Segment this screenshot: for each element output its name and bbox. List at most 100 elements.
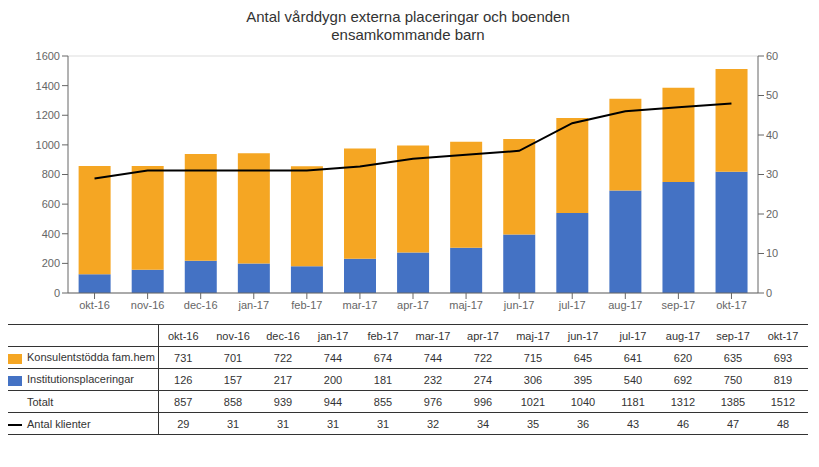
html-text:157: 157 bbox=[223, 373, 243, 386]
html-text:Konsulentstödda fam.hem: Konsulentstödda fam.hem bbox=[27, 351, 155, 364]
svg-text:30: 30 bbox=[766, 168, 778, 180]
svg-text:1000: 1000 bbox=[36, 139, 60, 151]
svg-text:jan-17: jan-17 bbox=[237, 299, 269, 311]
html-text:217: 217 bbox=[273, 373, 293, 386]
html-text:232: 232 bbox=[423, 373, 443, 386]
svg-text:jun-17: jun-17 bbox=[503, 299, 535, 311]
html-text:jan-17: jan-17 bbox=[317, 329, 349, 342]
svg-text:dec-16: dec-16 bbox=[184, 299, 218, 311]
html-text:okt-17: okt-17 bbox=[767, 329, 799, 342]
html-text:722: 722 bbox=[273, 351, 293, 364]
svg-text:maj-17: maj-17 bbox=[449, 299, 483, 311]
html-text:674: 674 bbox=[373, 351, 393, 364]
html-text:1040: 1040 bbox=[570, 395, 596, 408]
html-text:857: 857 bbox=[174, 395, 193, 408]
html-text:34: 34 bbox=[476, 417, 490, 430]
html-text:32: 32 bbox=[426, 417, 440, 430]
html-text:ensamkommande barn: ensamkommande barn bbox=[331, 26, 485, 43]
html-text:sep-17: sep-17 bbox=[716, 329, 750, 342]
svg-text:20: 20 bbox=[766, 208, 778, 220]
svg-text:feb-17: feb-17 bbox=[291, 299, 322, 311]
html-text:47: 47 bbox=[726, 417, 740, 430]
svg-text:okt-16: okt-16 bbox=[79, 299, 110, 311]
html-text:635: 635 bbox=[723, 351, 743, 364]
html-text:200: 200 bbox=[323, 373, 343, 386]
svg-text:50: 50 bbox=[766, 89, 778, 101]
html-text:996: 996 bbox=[473, 395, 493, 408]
html-text:apr-17: apr-17 bbox=[467, 329, 499, 342]
html-text:540: 540 bbox=[623, 373, 643, 386]
html-text:744: 744 bbox=[423, 351, 443, 364]
html-text:48: 48 bbox=[776, 417, 790, 430]
html-text:mar-17: mar-17 bbox=[415, 329, 451, 342]
html-text:181: 181 bbox=[373, 373, 393, 386]
html-text:maj-17: maj-17 bbox=[516, 329, 550, 342]
svg-text:0: 0 bbox=[766, 287, 772, 299]
html-text:1512: 1512 bbox=[770, 395, 796, 408]
svg-text:800: 800 bbox=[42, 168, 60, 180]
html-text:731: 731 bbox=[174, 351, 193, 364]
html-text:1181: 1181 bbox=[621, 395, 645, 408]
html-text:36: 36 bbox=[576, 417, 590, 430]
html-text:43: 43 bbox=[626, 417, 640, 430]
svg-text:1200: 1200 bbox=[36, 109, 60, 121]
html-text:126: 126 bbox=[174, 373, 193, 386]
svg-text:1400: 1400 bbox=[36, 80, 60, 92]
html-text:jul-17: jul-17 bbox=[619, 329, 647, 342]
html-text:46: 46 bbox=[676, 417, 690, 430]
html-text:1021: 1021 bbox=[520, 395, 546, 408]
html-text:620: 620 bbox=[673, 351, 693, 364]
html-text:31: 31 bbox=[326, 417, 340, 430]
svg-text:400: 400 bbox=[42, 228, 60, 240]
svg-text:mar-17: mar-17 bbox=[343, 299, 378, 311]
html-text:944: 944 bbox=[323, 395, 343, 408]
html-text:692: 692 bbox=[673, 373, 693, 386]
html-text:855: 855 bbox=[373, 395, 393, 408]
svg-text:sep-17: sep-17 bbox=[662, 299, 696, 311]
html-text:jun-17: jun-17 bbox=[567, 329, 599, 342]
svg-text:aug-17: aug-17 bbox=[608, 299, 642, 311]
html-text:750: 750 bbox=[723, 373, 743, 386]
svg-text:40: 40 bbox=[766, 129, 778, 141]
html-text:715: 715 bbox=[523, 351, 543, 364]
svg-text:600: 600 bbox=[42, 198, 60, 210]
html-text:641: 641 bbox=[623, 351, 643, 364]
svg-text:okt-17: okt-17 bbox=[716, 299, 747, 311]
svg-text:1600: 1600 bbox=[36, 50, 60, 62]
html-text:306: 306 bbox=[523, 373, 543, 386]
html-text:976: 976 bbox=[423, 395, 443, 408]
html-text:693: 693 bbox=[773, 351, 793, 364]
svg-text:nov-16: nov-16 bbox=[131, 299, 165, 311]
html-text:274: 274 bbox=[473, 373, 493, 386]
html-text:858: 858 bbox=[223, 395, 243, 408]
html-text:31: 31 bbox=[276, 417, 290, 430]
svg-text:0: 0 bbox=[54, 287, 60, 299]
html-text:819: 819 bbox=[773, 373, 793, 386]
html-text:395: 395 bbox=[573, 373, 593, 386]
html-text:31: 31 bbox=[376, 417, 390, 430]
html-text:31: 31 bbox=[226, 417, 240, 430]
html-text:okt-16: okt-16 bbox=[168, 329, 199, 342]
html-text:dec-16: dec-16 bbox=[266, 329, 300, 342]
html-text:aug-17: aug-17 bbox=[665, 329, 701, 342]
html-text:1312: 1312 bbox=[670, 395, 696, 408]
html-text:nov-16: nov-16 bbox=[216, 329, 250, 342]
svg-text:apr-17: apr-17 bbox=[397, 299, 429, 311]
html-text:645: 645 bbox=[573, 351, 593, 364]
html-text:701: 701 bbox=[223, 351, 243, 364]
svg-text:10: 10 bbox=[766, 247, 778, 259]
svg-text:200: 200 bbox=[42, 257, 60, 269]
html-text:939: 939 bbox=[273, 395, 293, 408]
html-text:Totalt: Totalt bbox=[27, 395, 54, 408]
html-text:29: 29 bbox=[177, 417, 190, 430]
html-text:35: 35 bbox=[526, 417, 540, 430]
svg-text:60: 60 bbox=[766, 50, 778, 62]
html-text:Antal vårddygn externa placeri: Antal vårddygn externa placeringar och b… bbox=[246, 8, 570, 25]
html-text:744: 744 bbox=[323, 351, 343, 364]
html-text:feb-17: feb-17 bbox=[367, 329, 399, 342]
html-text:Antal klienter: Antal klienter bbox=[27, 417, 91, 430]
html-text:Institutionsplaceringar: Institutionsplaceringar bbox=[27, 373, 134, 386]
html-text:722: 722 bbox=[473, 351, 493, 364]
html-text:1385: 1385 bbox=[720, 395, 746, 408]
svg-text:jul-17: jul-17 bbox=[558, 299, 586, 311]
